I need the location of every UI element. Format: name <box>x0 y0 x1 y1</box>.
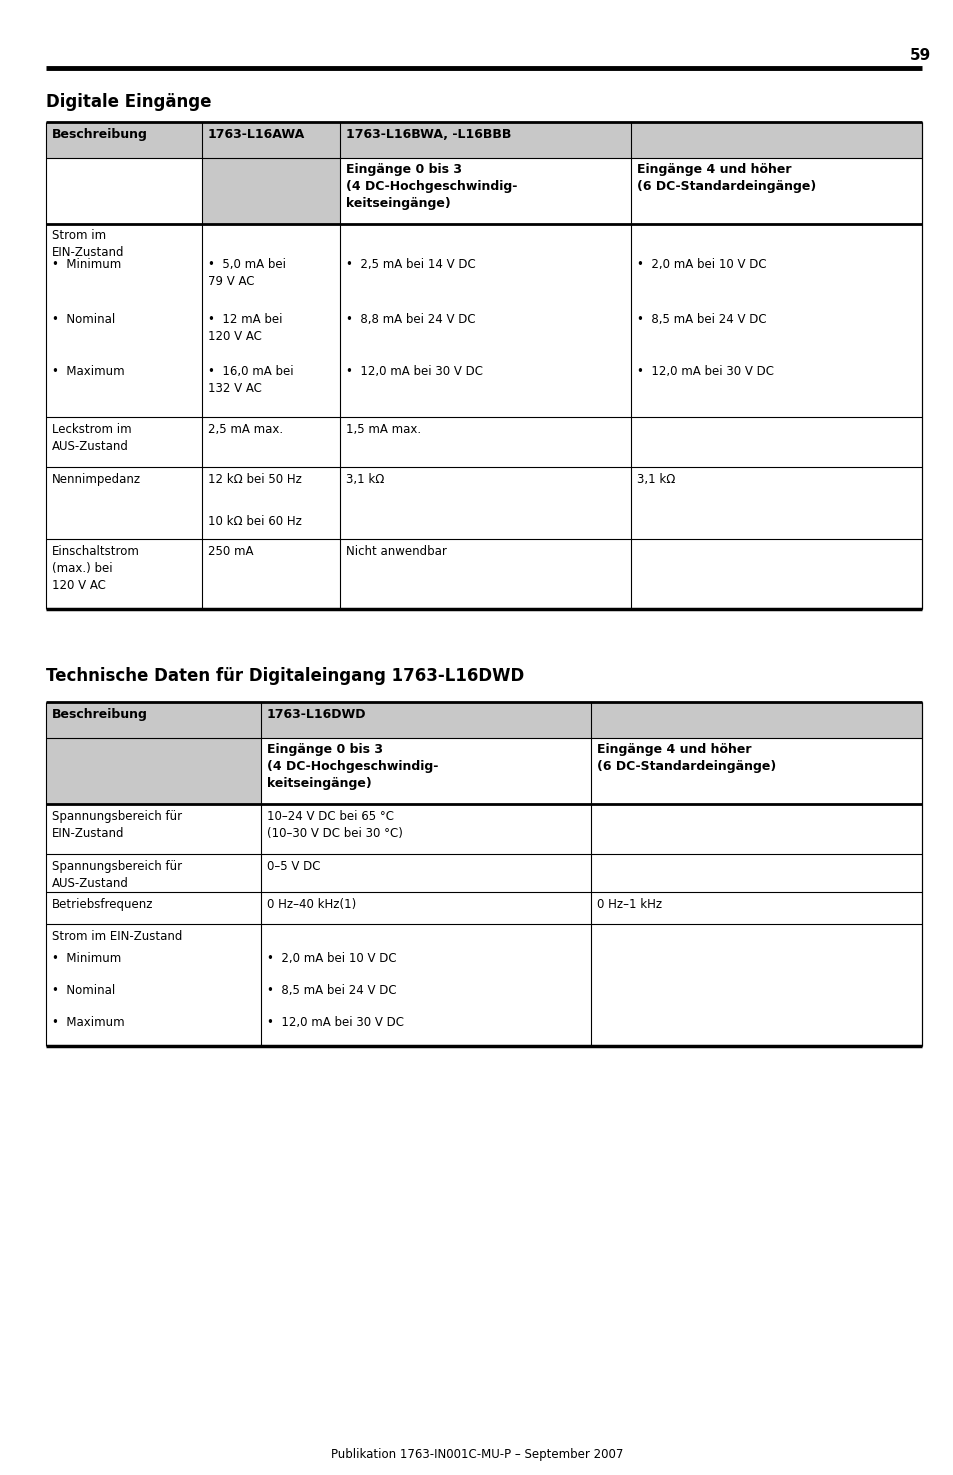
Text: Publikation 1763-IN001C-MU-P – September 2007: Publikation 1763-IN001C-MU-P – September… <box>331 1448 622 1462</box>
Text: 1,5 mA max.: 1,5 mA max. <box>346 423 421 437</box>
Text: 59: 59 <box>909 49 930 63</box>
Text: •  12 mA bei
120 V AC: • 12 mA bei 120 V AC <box>208 313 282 344</box>
Text: Beschreibung: Beschreibung <box>52 128 148 142</box>
Text: 12 kΩ bei 50 Hz

10 kΩ bei 60 Hz: 12 kΩ bei 50 Hz 10 kΩ bei 60 Hz <box>208 473 301 528</box>
Text: •  5,0 mA bei
79 V AC: • 5,0 mA bei 79 V AC <box>208 258 286 288</box>
Text: Leckstrom im
AUS-Zustand: Leckstrom im AUS-Zustand <box>52 423 132 453</box>
Bar <box>202 158 340 224</box>
Text: •  8,5 mA bei 24 V DC: • 8,5 mA bei 24 V DC <box>637 313 766 326</box>
Text: Strom im
EIN-Zustand: Strom im EIN-Zustand <box>52 229 125 260</box>
Text: •  Maximum: • Maximum <box>52 1016 125 1030</box>
Text: Betriebsfrequenz: Betriebsfrequenz <box>52 898 153 912</box>
Text: •  2,0 mA bei 10 V DC: • 2,0 mA bei 10 V DC <box>637 258 766 271</box>
Text: •  12,0 mA bei 30 V DC: • 12,0 mA bei 30 V DC <box>266 1016 403 1030</box>
Text: •  Minimum: • Minimum <box>52 951 121 965</box>
Text: •  Nominal: • Nominal <box>52 984 115 997</box>
Text: Eingänge 0 bis 3
(4 DC-Hochgeschwindig-
keitseingänge): Eingänge 0 bis 3 (4 DC-Hochgeschwindig- … <box>346 164 517 209</box>
Text: 1763-L16DWD: 1763-L16DWD <box>266 708 366 721</box>
Text: •  2,0 mA bei 10 V DC: • 2,0 mA bei 10 V DC <box>266 951 395 965</box>
Bar <box>46 122 921 158</box>
Text: Eingänge 4 und höher
(6 DC-Standardeingänge): Eingänge 4 und höher (6 DC-Standardeingä… <box>637 164 816 193</box>
Text: 250 mA: 250 mA <box>208 544 253 558</box>
Text: 0 Hz–1 kHz: 0 Hz–1 kHz <box>597 898 661 912</box>
Text: Beschreibung: Beschreibung <box>52 708 148 721</box>
Text: •  12,0 mA bei 30 V DC: • 12,0 mA bei 30 V DC <box>346 364 483 378</box>
Text: •  Minimum: • Minimum <box>52 258 121 271</box>
Text: Nicht anwendbar: Nicht anwendbar <box>346 544 447 558</box>
Text: Eingänge 0 bis 3
(4 DC-Hochgeschwindig-
keitseingänge): Eingänge 0 bis 3 (4 DC-Hochgeschwindig- … <box>266 743 437 791</box>
Text: 1763-L16BWA, -L16BBB: 1763-L16BWA, -L16BBB <box>346 128 511 142</box>
Bar <box>46 702 921 738</box>
Text: 10–24 V DC bei 65 °C
(10–30 V DC bei 30 °C): 10–24 V DC bei 65 °C (10–30 V DC bei 30 … <box>266 810 402 839</box>
Text: •  Nominal: • Nominal <box>52 313 115 326</box>
Text: 2,5 mA max.: 2,5 mA max. <box>208 423 283 437</box>
Text: Spannungsbereich für
AUS-Zustand: Spannungsbereich für AUS-Zustand <box>52 860 182 889</box>
Text: Strom im EIN-Zustand: Strom im EIN-Zustand <box>52 931 182 943</box>
Text: •  8,8 mA bei 24 V DC: • 8,8 mA bei 24 V DC <box>346 313 476 326</box>
Text: Spannungsbereich für
EIN-Zustand: Spannungsbereich für EIN-Zustand <box>52 810 182 839</box>
Text: 1763-L16AWA: 1763-L16AWA <box>208 128 305 142</box>
Text: 0–5 V DC: 0–5 V DC <box>266 860 320 873</box>
Text: •  8,5 mA bei 24 V DC: • 8,5 mA bei 24 V DC <box>266 984 395 997</box>
Text: 3,1 kΩ: 3,1 kΩ <box>346 473 384 485</box>
Text: Eingänge 4 und höher
(6 DC-Standardeingänge): Eingänge 4 und höher (6 DC-Standardeingä… <box>597 743 776 773</box>
Text: 3,1 kΩ: 3,1 kΩ <box>637 473 675 485</box>
Text: 0 Hz–40 kHz(1): 0 Hz–40 kHz(1) <box>266 898 355 912</box>
Text: Digitale Eingänge: Digitale Eingänge <box>46 93 212 111</box>
Bar <box>46 738 260 804</box>
Text: Einschaltstrom
(max.) bei
120 V AC: Einschaltstrom (max.) bei 120 V AC <box>52 544 140 591</box>
Text: •  Maximum: • Maximum <box>52 364 125 378</box>
Text: Nennimpedanz: Nennimpedanz <box>52 473 141 485</box>
Text: •  12,0 mA bei 30 V DC: • 12,0 mA bei 30 V DC <box>637 364 773 378</box>
Text: •  16,0 mA bei
132 V AC: • 16,0 mA bei 132 V AC <box>208 364 294 395</box>
Text: •  2,5 mA bei 14 V DC: • 2,5 mA bei 14 V DC <box>346 258 476 271</box>
Text: Technische Daten für Digitaleingang 1763-L16DWD: Technische Daten für Digitaleingang 1763… <box>46 667 524 684</box>
